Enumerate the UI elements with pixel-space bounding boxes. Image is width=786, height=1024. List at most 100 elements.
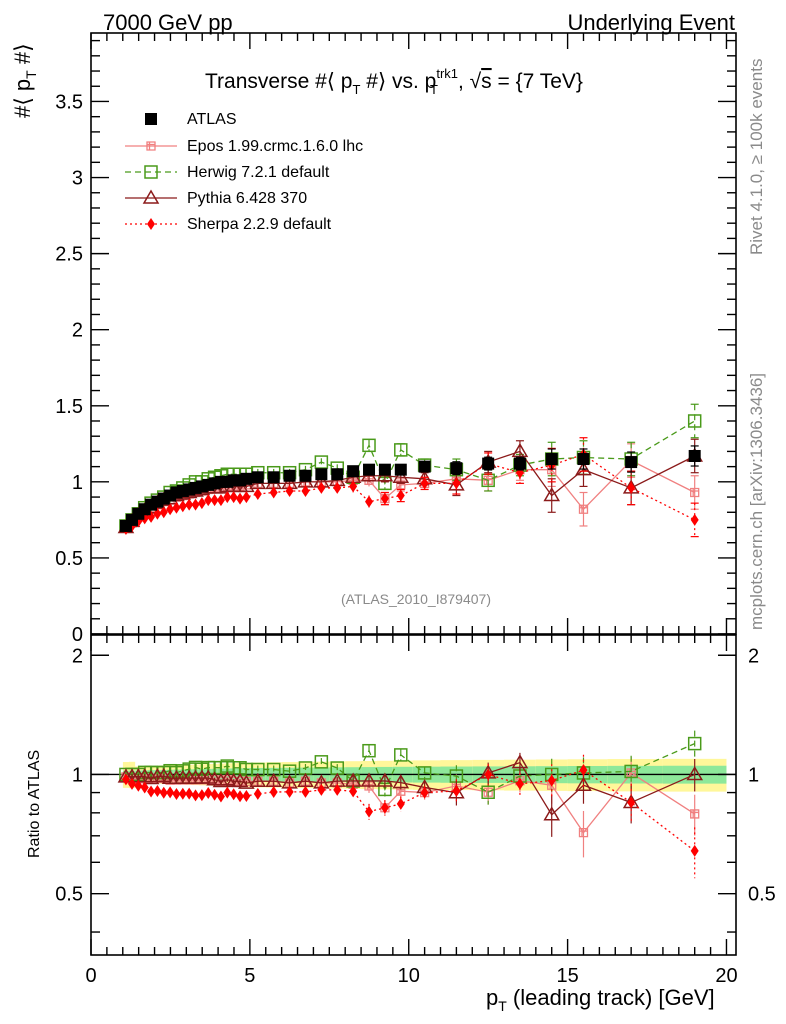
chart-title: Transverse #⟨ pT #⟩ vs. ptrk1 T, √s = {7 … (205, 66, 583, 97)
ratio-point-sherpa (216, 790, 225, 803)
y-tick-label: 2.5 (55, 244, 83, 266)
data-point-atlas (625, 456, 638, 469)
data-point-atlas (378, 463, 391, 476)
ratio-point-herwig (481, 785, 495, 799)
ratio-y-tick-label-left: 0.5 (55, 884, 83, 906)
data-point-sherpa (172, 501, 181, 514)
ratio-point-sherpa (253, 787, 262, 800)
ratio-point-sherpa (204, 786, 213, 799)
ratio-point-herwig (330, 761, 344, 775)
data-point-pythia (511, 442, 529, 458)
data-point-sherpa (285, 484, 294, 497)
data-point-atlas (363, 463, 376, 476)
data-point-sherpa (452, 477, 461, 490)
ratio-point-sherpa (147, 785, 156, 798)
data-point-atlas (347, 465, 360, 478)
legend: ATLAS Epos 1.99.crmc.1.6.0 lhc Herwig 7.… (125, 111, 363, 233)
data-point-sherpa (153, 507, 162, 520)
data-point-atlas (251, 471, 264, 484)
header-left: 7000 GeV pp (103, 10, 233, 35)
data-point-epos (690, 487, 700, 498)
data-point-atlas (577, 453, 590, 466)
mcplots-label: mcplots.cern.ch [arXiv:1306.3436] (747, 373, 766, 630)
ratio-point-pythia (543, 806, 561, 821)
ratio-y-tick-labels: 0.5 1 2 0.5 1 2 (55, 645, 776, 905)
y-tick-label: 2 (72, 320, 83, 342)
ratio-point-sherpa (191, 789, 200, 802)
x-axis-label: pT (leading track) [GeV] (486, 985, 715, 1014)
ratio-point-herwig (394, 748, 408, 762)
data-point-atlas (545, 453, 558, 466)
data-point-sherpa (147, 510, 156, 523)
ratio-point-sherpa (210, 788, 219, 801)
data-point-sherpa (216, 494, 225, 507)
data-point-sherpa (197, 497, 206, 510)
x-tick-label: 20 (715, 965, 737, 987)
data-point-atlas (482, 457, 495, 470)
ratio-point-sherpa (317, 783, 326, 796)
data-point-epos (578, 504, 589, 514)
data-point-sherpa (159, 506, 168, 519)
ratio-point-pythia (511, 754, 529, 769)
ratio-point-sherpa (380, 801, 389, 814)
ratio-point-herwig (417, 766, 432, 780)
y-tick-label: 1 (72, 472, 83, 494)
ratio-point-sherpa (134, 779, 143, 792)
data-point-pythia (543, 487, 561, 502)
ratio-point-sherpa (515, 777, 524, 790)
analysis-watermark: (ATLAS_2010_I879407) (341, 591, 491, 607)
ratio-point-sherpa (627, 796, 636, 809)
data-point-herwig (362, 438, 376, 453)
ratio-point-herwig (314, 755, 329, 769)
x-tick-label: 0 (85, 965, 96, 987)
data-point-sherpa (420, 477, 429, 490)
axis-ticks (90, 33, 736, 955)
data-point-herwig (314, 455, 329, 469)
ratio-y-tick-label-left: 2 (72, 645, 83, 667)
ratio-plot-frame (90, 634, 737, 956)
x-tick-label: 15 (556, 965, 578, 987)
data-point-sherpa (223, 491, 232, 504)
main-plot-frame (90, 32, 737, 635)
ratio-point-pythia (575, 776, 592, 792)
y-tick-label: 3.5 (55, 91, 83, 113)
y-tick-label: 1.5 (55, 396, 83, 418)
legend-label-pythia: Pythia 6.428 370 (187, 190, 307, 207)
legend-marker-pythia (125, 189, 177, 204)
ratio-point-sherpa (484, 768, 493, 781)
ratio-point-sherpa (172, 788, 181, 801)
ratio-point-pythia (360, 772, 378, 787)
ratio-point-sherpa (121, 773, 130, 786)
ratio-point-sherpa (452, 785, 461, 798)
ratio-point-sherpa (547, 774, 556, 787)
legend-marker-epos (125, 141, 177, 151)
ratio-point-sherpa (178, 787, 187, 800)
ratio-point-sherpa (579, 764, 588, 777)
data-point-atlas (418, 460, 431, 473)
ratio-point-pythia (238, 774, 255, 789)
data-point-sherpa (191, 498, 200, 511)
main-series-layer (117, 403, 704, 538)
ratio-point-sherpa (333, 783, 342, 796)
ratio-point-sherpa (166, 786, 175, 799)
ratio-point-sherpa (420, 786, 429, 799)
y-tick-labels: 0 0.5 1 1.5 2 2.5 3 3.5 (55, 91, 83, 646)
ratio-point-sherpa (185, 787, 194, 800)
ratio-point-pythia (376, 772, 394, 787)
rivet-label: Rivet 4.1.0, ≥ 100k events (747, 59, 766, 255)
legend-marker-sherpa (125, 218, 177, 230)
legend-symbol-pythia (142, 189, 160, 204)
ratio-point-pythia (142, 770, 160, 785)
data-point-sherpa (365, 495, 374, 508)
data-point-herwig (687, 414, 702, 428)
ratio-point-herwig (298, 761, 313, 775)
data-point-sherpa (166, 503, 175, 516)
ratio-point-herwig (687, 736, 702, 751)
ratio-point-sherpa (349, 785, 358, 798)
ratio-point-pythia (686, 765, 704, 781)
ratio-point-sherpa (242, 789, 251, 802)
data-point-sherpa (253, 488, 262, 501)
ratio-point-sherpa (197, 789, 206, 802)
data-point-herwig (481, 473, 495, 488)
